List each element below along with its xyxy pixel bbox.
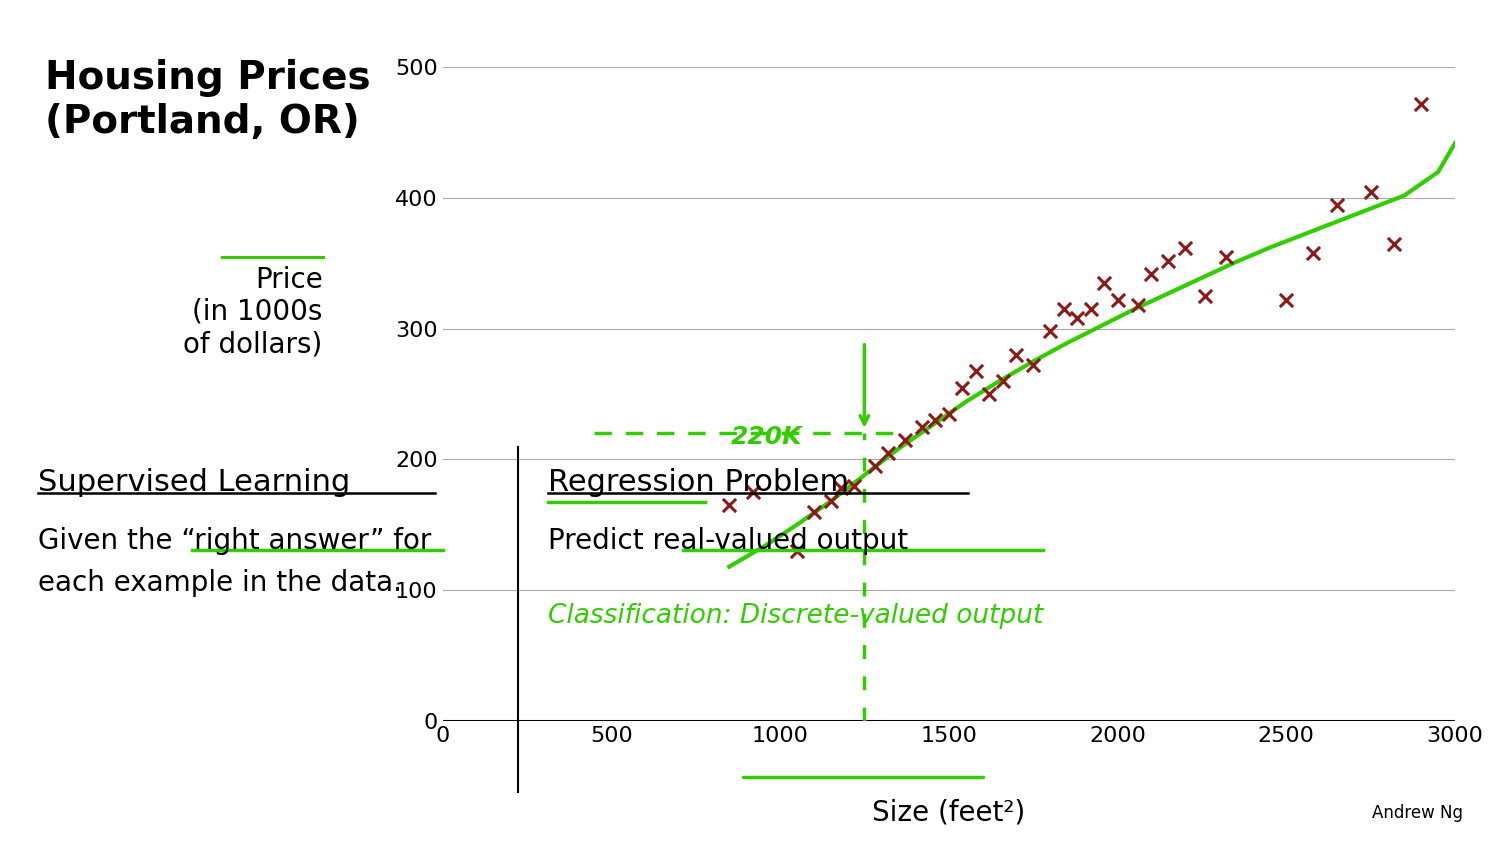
Point	[862, 459, 886, 473]
Point	[990, 374, 1014, 388]
Point	[1038, 325, 1062, 338]
Point	[1359, 185, 1383, 198]
Point	[1383, 237, 1407, 250]
Point	[951, 381, 975, 395]
Point	[909, 420, 933, 433]
Text: Classification: Discrete-valued output: Classification: Discrete-valued output	[548, 603, 1042, 629]
X-axis label: Size (feet²): Size (feet²)	[871, 798, 1026, 826]
Point	[978, 387, 1002, 400]
Point	[1173, 241, 1197, 255]
Text: 220K: 220K	[730, 425, 802, 448]
Text: Housing Prices
(Portland, OR): Housing Prices (Portland, OR)	[45, 59, 370, 141]
Point	[1156, 254, 1180, 267]
Point	[1140, 267, 1164, 281]
Text: Andrew Ng: Andrew Ng	[1371, 804, 1462, 822]
Text: Price
(in 1000s
of dollars): Price (in 1000s of dollars)	[183, 266, 322, 358]
Point	[1065, 312, 1089, 325]
Point	[1078, 303, 1102, 316]
Point	[1274, 293, 1298, 307]
Text: Supervised Learning: Supervised Learning	[38, 468, 350, 497]
Point	[963, 364, 987, 378]
Point	[1300, 246, 1326, 260]
Point	[922, 413, 948, 427]
Point	[1324, 198, 1348, 212]
Point	[1092, 277, 1116, 290]
Text: each example in the data.: each example in the data.	[38, 569, 402, 597]
Point	[1005, 348, 1029, 362]
Point	[1194, 289, 1218, 303]
Point	[1214, 250, 1237, 264]
Text: Given the “right answer” for: Given the “right answer” for	[38, 527, 430, 555]
Point	[819, 495, 843, 508]
Point	[1410, 97, 1434, 110]
Point	[1022, 358, 1046, 372]
Point	[843, 479, 867, 492]
Point	[1443, 45, 1467, 58]
Text: Predict real-valued output: Predict real-valued output	[548, 527, 908, 555]
Point	[1052, 303, 1076, 316]
Point	[892, 433, 916, 447]
Point	[1125, 298, 1149, 312]
Point	[717, 498, 741, 512]
Text: Regression Problem: Regression Problem	[548, 468, 849, 497]
Point	[936, 407, 960, 421]
Point	[1106, 293, 1130, 307]
Point	[801, 505, 825, 518]
Point	[741, 486, 765, 499]
Point	[828, 481, 852, 495]
Point	[784, 545, 808, 558]
Point	[876, 446, 900, 459]
